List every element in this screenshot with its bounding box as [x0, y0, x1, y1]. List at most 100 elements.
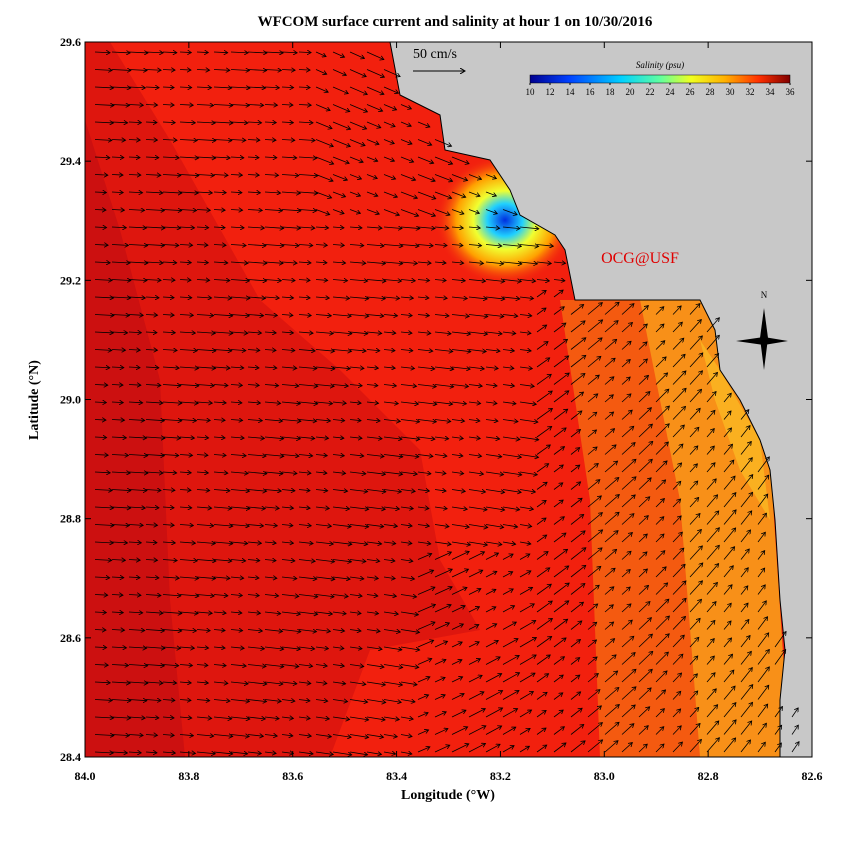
- vector: [196, 87, 212, 88]
- vector: [94, 490, 112, 491]
- vector: [417, 507, 429, 509]
- annotation: OCG@USF: [601, 250, 679, 267]
- vector: [740, 530, 751, 543]
- vector: [723, 493, 736, 508]
- vector: [434, 297, 447, 298]
- vector: [706, 372, 717, 385]
- vector: [706, 545, 719, 560]
- vector: [264, 332, 276, 333]
- vector: [757, 457, 769, 473]
- vector: [315, 227, 329, 228]
- vector: [196, 157, 216, 158]
- vector: [196, 175, 214, 176]
- vector: [689, 546, 702, 560]
- vector: [604, 302, 619, 315]
- vector: [145, 122, 157, 123]
- vector: [485, 350, 500, 352]
- vector: [349, 367, 364, 368]
- vector: [332, 297, 350, 298]
- y-tick-label: 28.8: [60, 512, 81, 526]
- vector: [434, 420, 451, 422]
- vector: [417, 420, 436, 422]
- vector: [723, 393, 731, 403]
- vector: [621, 377, 630, 385]
- vector: [604, 445, 616, 455]
- vector: [587, 530, 603, 543]
- vector: [485, 209, 497, 214]
- vector: [366, 367, 378, 368]
- vector: [111, 192, 123, 193]
- vector: [94, 350, 112, 351]
- vector: [434, 437, 449, 439]
- vector: [434, 402, 453, 404]
- vector: [281, 52, 297, 53]
- vector: [655, 307, 664, 315]
- vector: [400, 507, 413, 509]
- vector: [468, 570, 483, 578]
- vector: [264, 175, 279, 176]
- vector: [366, 245, 384, 246]
- vector: [315, 490, 328, 491]
- vector: [519, 367, 532, 369]
- vector: [111, 280, 131, 281]
- vector: [128, 175, 141, 176]
- vector: [247, 210, 262, 211]
- vector: [383, 245, 403, 247]
- vector: [230, 367, 244, 368]
- vector: [570, 374, 585, 385]
- vector: [553, 356, 569, 368]
- vector: [264, 490, 281, 492]
- vector: [383, 86, 398, 93]
- vector: [111, 227, 126, 228]
- vector: [196, 472, 208, 473]
- vector: [264, 245, 284, 246]
- vector: [468, 367, 484, 369]
- vector: [468, 209, 479, 214]
- vector: [757, 551, 765, 560]
- vector: [332, 367, 350, 369]
- vector: [434, 315, 449, 316]
- vector: [706, 429, 714, 438]
- vector: [332, 191, 346, 197]
- vector: [383, 560, 395, 562]
- vector: [281, 507, 293, 508]
- vector: [485, 541, 502, 545]
- vector: [485, 471, 504, 475]
- vector: [519, 262, 537, 264]
- vector: [485, 297, 505, 299]
- vector: [468, 455, 482, 457]
- colorbar-tick-label: 28: [706, 87, 716, 97]
- vector: [655, 499, 664, 508]
- vector: [128, 192, 143, 193]
- vector: [179, 560, 197, 561]
- vector: [502, 420, 518, 422]
- vector: [519, 385, 534, 387]
- vector: [400, 577, 415, 579]
- vector: [179, 105, 193, 106]
- vector: [366, 490, 386, 492]
- vector: [332, 69, 346, 76]
- vector: [570, 305, 584, 315]
- vector: [570, 514, 584, 525]
- vector: [672, 354, 685, 368]
- vector: [162, 332, 175, 333]
- vector: [128, 455, 148, 456]
- vector: [111, 367, 124, 368]
- vector: [723, 528, 736, 543]
- vector: [128, 157, 140, 158]
- vector: [247, 577, 259, 578]
- vector: [179, 157, 199, 158]
- vector: [604, 512, 619, 525]
- vector: [315, 69, 327, 75]
- vector: [315, 525, 331, 527]
- vector: [468, 541, 487, 545]
- colorbar-tick-label: 18: [606, 87, 616, 97]
- vector: [366, 191, 378, 196]
- vector: [570, 465, 580, 473]
- vector: [196, 490, 210, 491]
- vector: [383, 297, 400, 298]
- vector: [689, 446, 698, 455]
- vector: [502, 245, 521, 247]
- vector: [604, 412, 614, 420]
- vector: [519, 315, 532, 316]
